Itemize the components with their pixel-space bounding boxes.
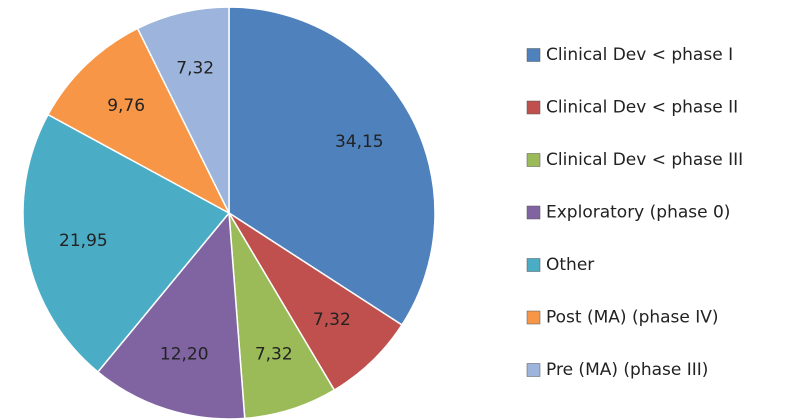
data-label: 7,32 [313,310,351,330]
legend-swatch [526,205,541,220]
legend-label: Clinical Dev < phase II [546,98,738,118]
legend-swatch [526,48,541,62]
legend-swatch [526,258,541,272]
legend-label: Clinical Dev < phase III [546,150,743,170]
data-label: 34,15 [335,132,384,152]
data-label: 9,76 [107,96,145,116]
data-label: 12,20 [160,344,209,364]
legend-swatch [526,363,541,377]
legend-label: Clinical Dev < phase I [546,45,733,65]
legend-label: Exploratory (phase 0) [546,203,730,223]
legend-label: Other [546,255,594,275]
pie-slice [46,27,231,215]
legend-label: Pre (MA) (phase III) [546,360,708,380]
legend-label: Post (MA) (phase IV) [546,308,719,328]
pie-slice [136,6,230,214]
data-label: 7,32 [255,344,293,364]
legend-swatch [526,100,541,115]
data-label: 7,32 [176,59,214,79]
data-label: 21,95 [59,231,108,251]
legend-swatch [526,153,541,167]
legend-swatch [526,310,541,325]
pie-slice [22,113,231,373]
